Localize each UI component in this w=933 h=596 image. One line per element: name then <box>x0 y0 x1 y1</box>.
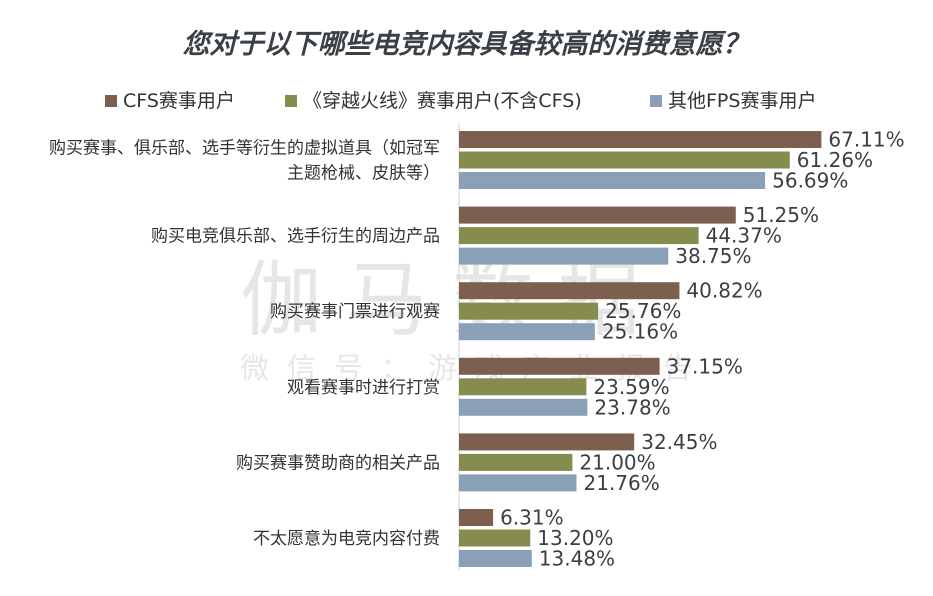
bar <box>459 227 699 245</box>
data-label: 32.45% <box>641 430 717 454</box>
data-label: 21.00% <box>579 450 655 474</box>
data-label: 13.48% <box>539 547 615 571</box>
bars <box>459 131 822 567</box>
chart-title: 您对于以下哪些电竞内容具备较高的消费意愿？ <box>183 29 750 60</box>
bar <box>459 398 588 416</box>
data-label: 25.16% <box>602 320 678 344</box>
data-label: 23.78% <box>594 395 670 419</box>
bar <box>459 433 635 451</box>
bar <box>459 509 494 526</box>
watermark-main: 伽马数据 <box>240 253 664 348</box>
legend-label-2: 《穿越火线》赛事用户(不含CFS) <box>303 90 582 112</box>
category-label: 购买电竞俱乐部、选手衍生的周边产品 <box>151 227 440 247</box>
data-label: 6.31% <box>500 506 564 530</box>
bar <box>459 474 577 492</box>
bar <box>459 151 790 169</box>
legend-label-1: CFS赛事用户 <box>123 90 235 112</box>
bar <box>459 131 822 148</box>
data-label: 25.76% <box>605 299 681 323</box>
bar <box>459 323 595 341</box>
data-label: 23.59% <box>593 375 669 399</box>
value-labels: 67.11%61.26%56.69% 51.25%44.37%38.75% 40.8… <box>500 128 905 571</box>
category-label: 购买赛事、俱乐部、选手等衍生的虚拟道具（如冠军 <box>49 138 440 159</box>
category-label: 观看赛事时进行打赏 <box>287 377 440 398</box>
legend-swatch-3 <box>650 95 662 107</box>
legend-swatch-1 <box>105 95 117 107</box>
bar <box>459 302 599 320</box>
bar <box>459 282 680 300</box>
legend-swatch-2 <box>285 95 297 107</box>
legend: CFS赛事用户 《穿越火线》赛事用户(不含CFS) 其他FPS赛事用户 <box>105 90 816 112</box>
legend-label-3: 其他FPS赛事用户 <box>668 90 816 112</box>
bar <box>459 247 669 265</box>
data-label: 21.76% <box>584 471 660 495</box>
data-label: 56.69% <box>772 169 848 193</box>
bar <box>459 453 573 471</box>
bar <box>459 357 660 375</box>
category-label: 购买赛事赞助商的相关产品 <box>236 452 440 473</box>
category-label: 不太愿意为电竞内容付费 <box>253 529 440 549</box>
bar <box>459 378 587 396</box>
bar <box>459 206 736 224</box>
data-label: 40.82% <box>686 279 762 303</box>
data-label: 38.75% <box>675 244 751 268</box>
data-label: 51.25% <box>743 203 819 227</box>
data-label: 37.15% <box>667 354 743 378</box>
data-label: 44.37% <box>706 224 782 248</box>
data-label: 67.11% <box>828 128 904 152</box>
bar <box>459 529 531 547</box>
category-label: 购买赛事门票进行观赛 <box>270 301 440 322</box>
bar <box>459 550 532 567</box>
bar <box>459 172 766 189</box>
data-label: 13.20% <box>537 526 613 550</box>
data-label: 61.26% <box>797 148 873 172</box>
category-label: 主题枪械、皮肤等） <box>287 164 440 184</box>
